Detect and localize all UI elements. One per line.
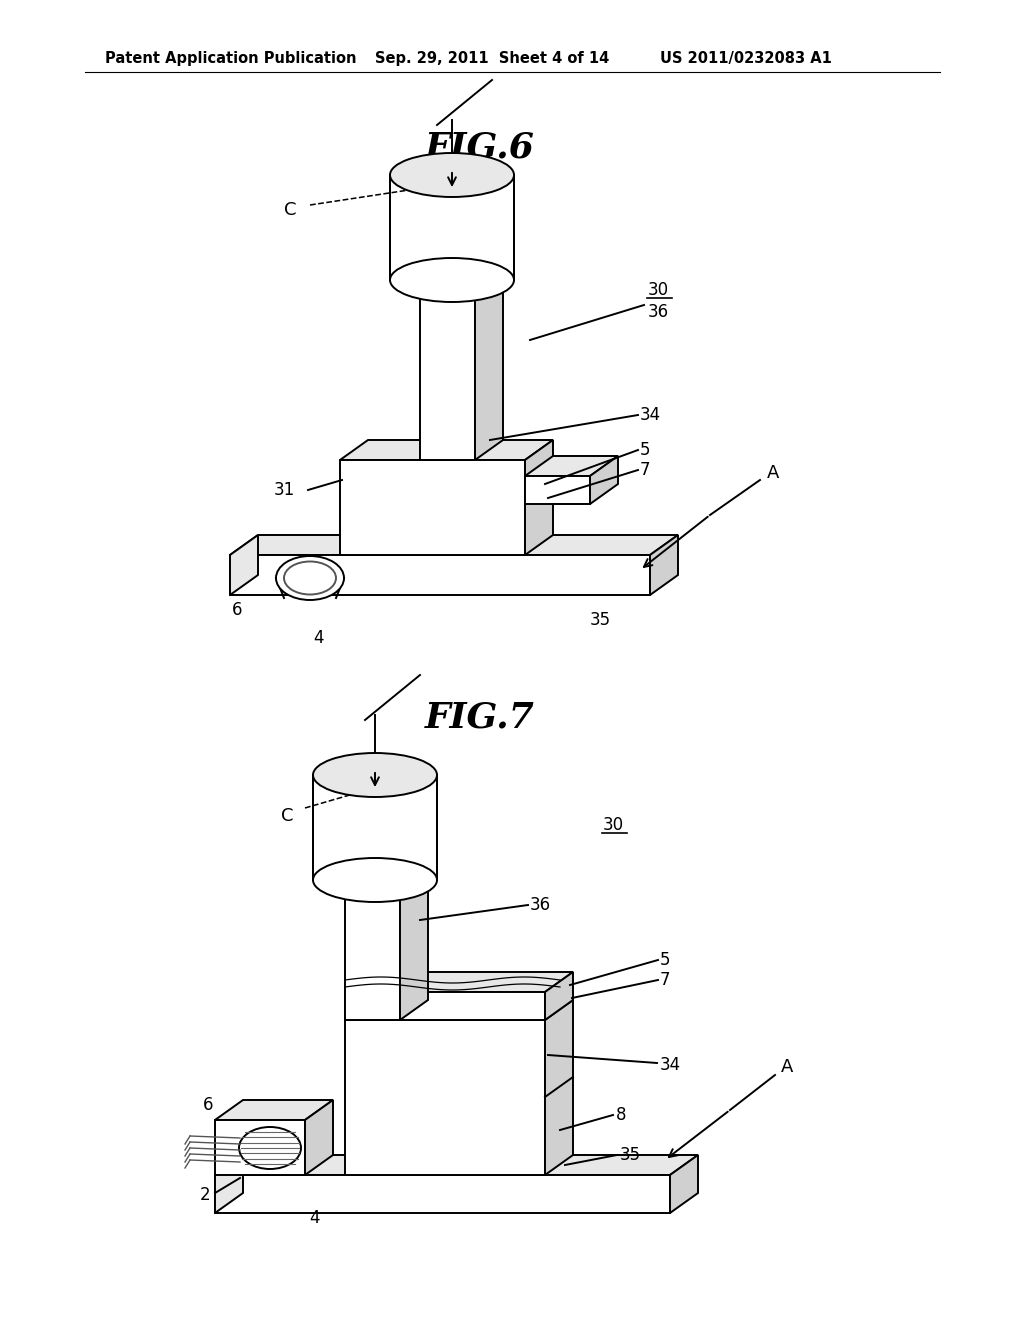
- Ellipse shape: [390, 257, 514, 302]
- Text: C: C: [284, 201, 296, 219]
- Polygon shape: [313, 775, 437, 880]
- Text: 7: 7: [640, 461, 650, 479]
- Polygon shape: [215, 1155, 243, 1213]
- Polygon shape: [215, 1100, 333, 1119]
- Text: 35: 35: [590, 611, 611, 630]
- Polygon shape: [525, 477, 590, 504]
- Text: Sep. 29, 2011  Sheet 4 of 14: Sep. 29, 2011 Sheet 4 of 14: [375, 50, 609, 66]
- Polygon shape: [215, 1175, 670, 1213]
- Ellipse shape: [284, 561, 336, 594]
- Polygon shape: [345, 972, 573, 993]
- Text: FIG.7: FIG.7: [425, 700, 535, 734]
- Polygon shape: [420, 280, 475, 459]
- Polygon shape: [305, 1100, 333, 1175]
- Polygon shape: [400, 861, 428, 1020]
- Ellipse shape: [276, 556, 344, 601]
- Text: 30: 30: [602, 816, 624, 834]
- Ellipse shape: [239, 1127, 301, 1170]
- Polygon shape: [215, 1119, 305, 1175]
- Text: 35: 35: [620, 1146, 641, 1164]
- Text: 36: 36: [530, 896, 551, 913]
- Polygon shape: [525, 440, 553, 554]
- Text: FIG.6: FIG.6: [425, 129, 535, 164]
- Text: 34: 34: [640, 407, 662, 424]
- Polygon shape: [230, 554, 650, 595]
- Polygon shape: [345, 993, 545, 1020]
- Text: US 2011/0232083 A1: US 2011/0232083 A1: [660, 50, 831, 66]
- Text: 4: 4: [309, 1209, 321, 1228]
- Polygon shape: [340, 459, 525, 554]
- Text: 7: 7: [660, 972, 671, 989]
- Text: 31: 31: [273, 480, 295, 499]
- Polygon shape: [230, 535, 678, 554]
- Text: 6: 6: [231, 601, 243, 619]
- Polygon shape: [525, 455, 618, 477]
- Polygon shape: [215, 1155, 698, 1175]
- Ellipse shape: [390, 153, 514, 197]
- Text: 36: 36: [647, 304, 669, 321]
- Polygon shape: [340, 440, 553, 459]
- Text: 8: 8: [616, 1106, 627, 1125]
- Polygon shape: [475, 260, 503, 459]
- Text: 6: 6: [203, 1096, 213, 1114]
- Polygon shape: [345, 1020, 545, 1175]
- Text: C: C: [281, 807, 293, 825]
- Text: 5: 5: [640, 441, 650, 459]
- Ellipse shape: [313, 752, 437, 797]
- Text: 34: 34: [660, 1056, 681, 1074]
- Text: 5: 5: [660, 950, 671, 969]
- Text: 2: 2: [200, 1185, 210, 1204]
- Polygon shape: [420, 260, 503, 280]
- Text: A: A: [767, 465, 779, 482]
- Text: Patent Application Publication: Patent Application Publication: [105, 50, 356, 66]
- Polygon shape: [345, 861, 428, 880]
- Text: 4: 4: [312, 630, 324, 647]
- Polygon shape: [230, 535, 258, 595]
- Polygon shape: [650, 535, 678, 595]
- Polygon shape: [545, 972, 573, 1020]
- Polygon shape: [670, 1155, 698, 1213]
- Polygon shape: [545, 1001, 573, 1175]
- Polygon shape: [345, 880, 400, 1020]
- Text: 30: 30: [647, 281, 669, 300]
- Polygon shape: [590, 455, 618, 504]
- Polygon shape: [345, 1001, 573, 1020]
- Polygon shape: [390, 176, 514, 280]
- Ellipse shape: [313, 858, 437, 902]
- Text: A: A: [781, 1059, 794, 1076]
